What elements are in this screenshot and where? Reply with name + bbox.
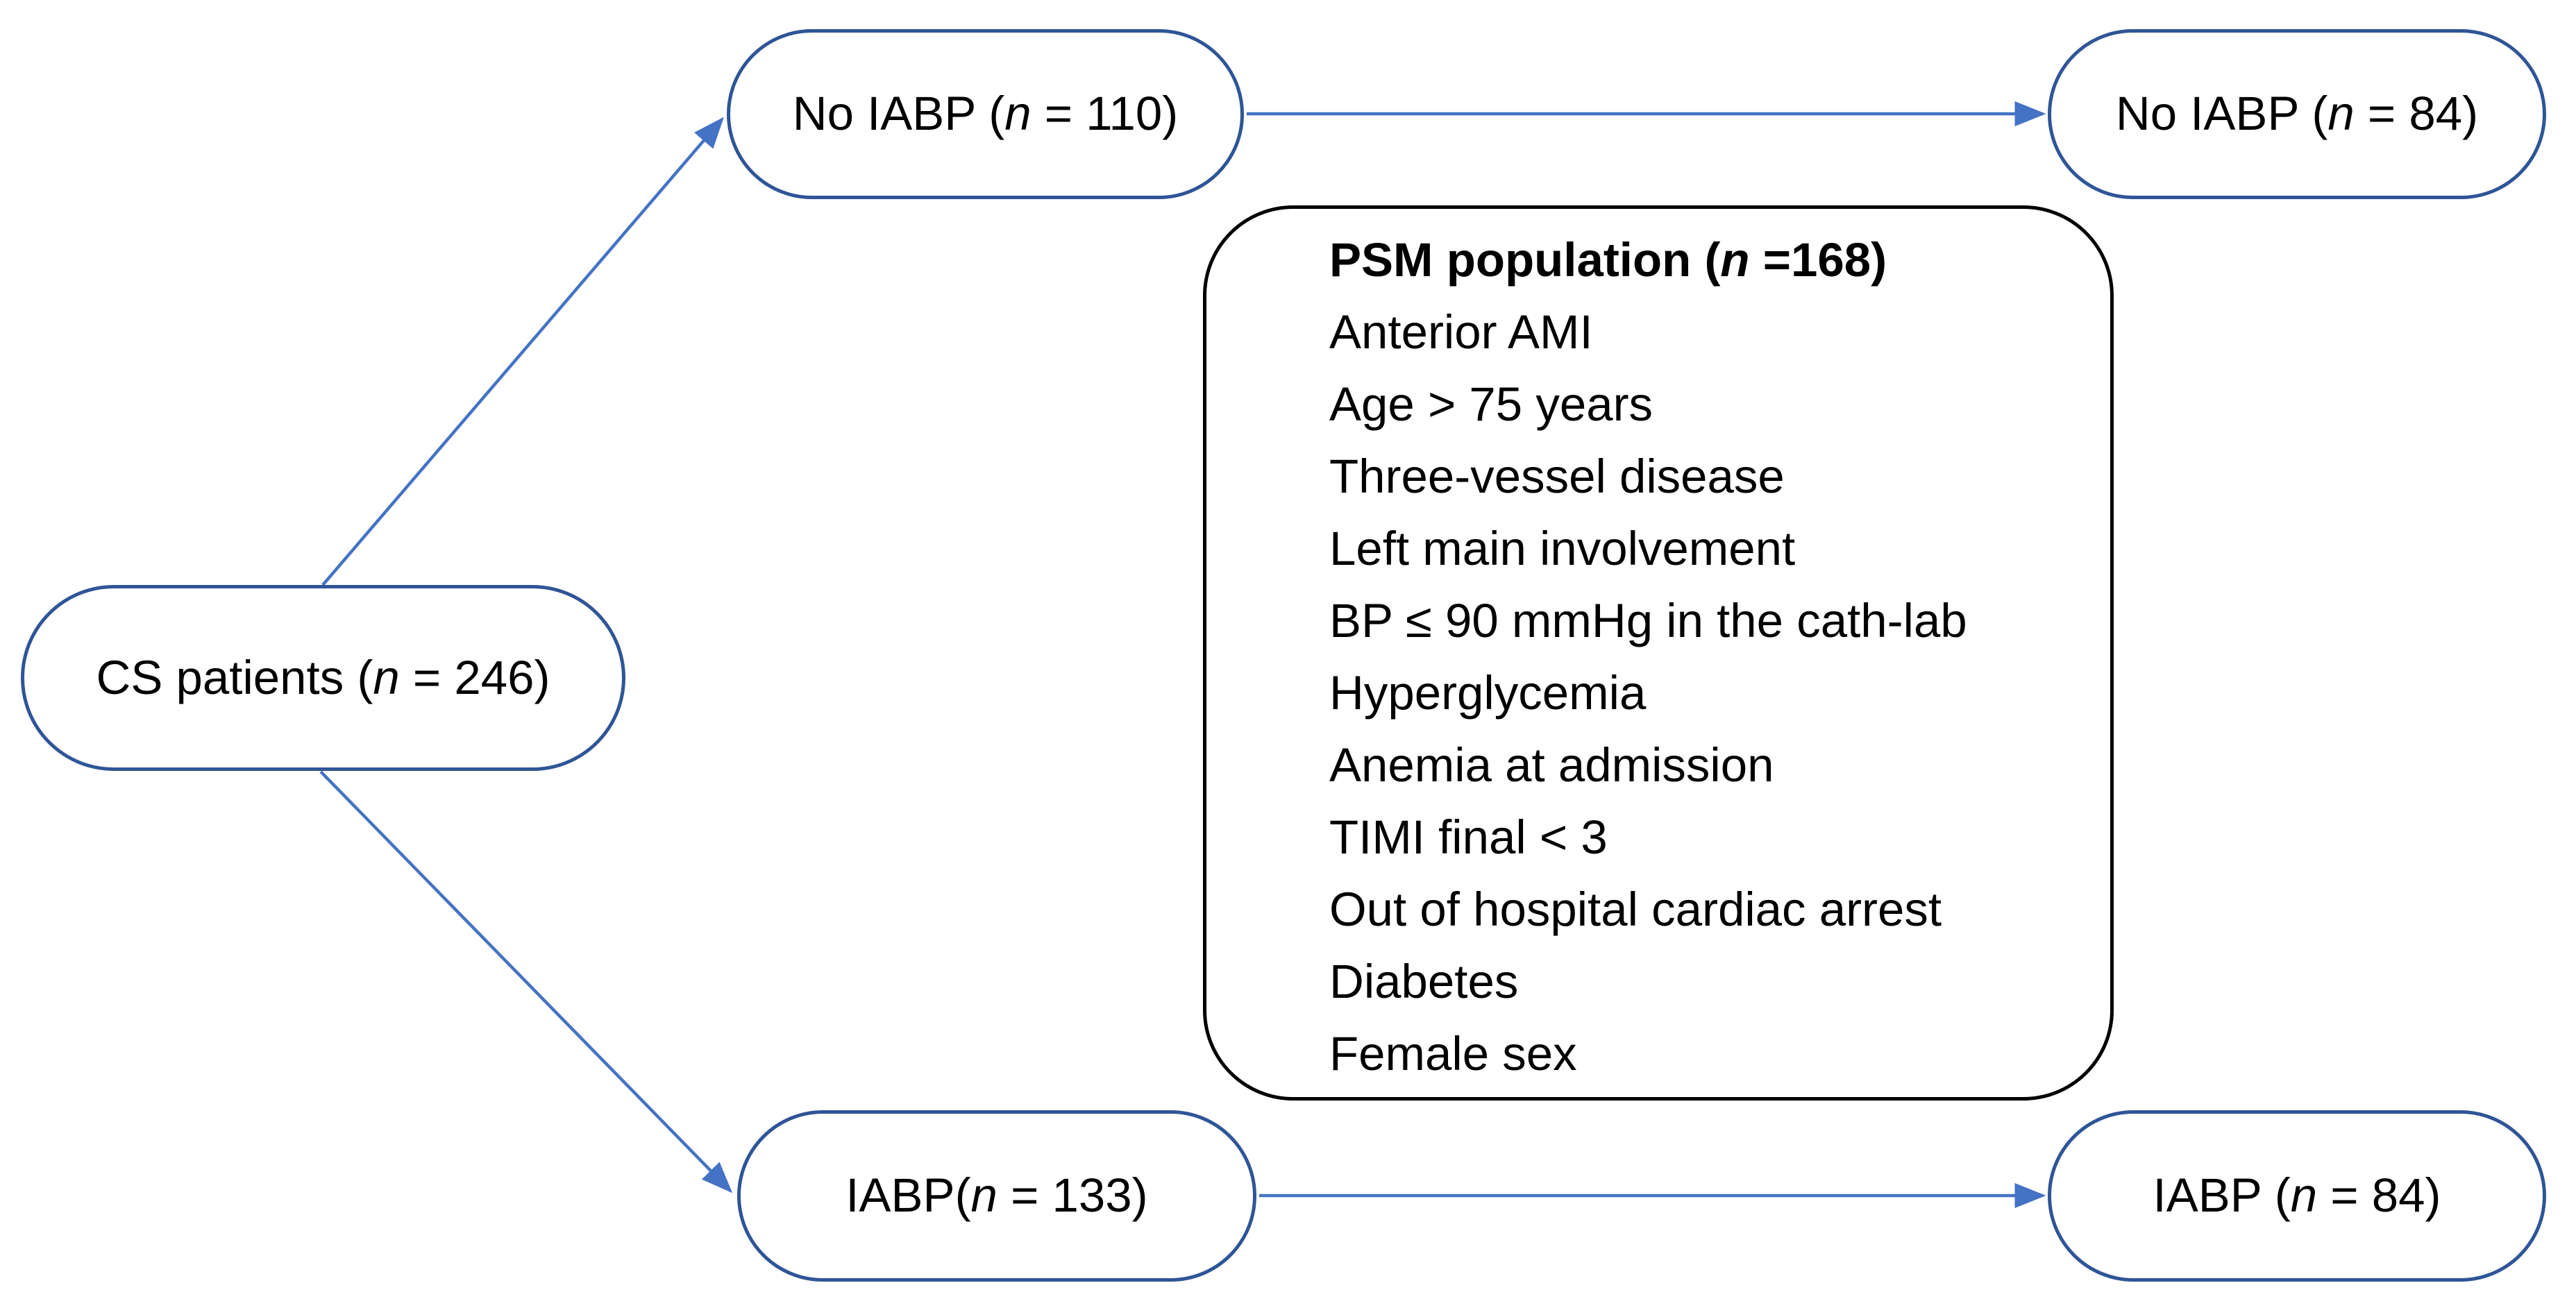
psm-criteria-item: Hyperglycemia <box>1329 666 1647 720</box>
psm-criteria-item: Anterior AMI <box>1329 305 1593 359</box>
psm-criteria-item: Diabetes <box>1329 955 1519 1008</box>
psm-criteria-item: TIMI final < 3 <box>1329 810 1608 864</box>
psm-criteria-item: Female sex <box>1329 1027 1577 1080</box>
node-no-iabp-matched-label: No IABP (n = 84) <box>2115 87 2479 141</box>
psm-criteria-item: Anemia at admission <box>1329 738 1774 792</box>
node-iabp-matched-label: IABP (n = 84) <box>2153 1169 2441 1223</box>
psm-criteria-list: Anterior AMI Age > 75 years Three-vessel d… <box>1329 296 2089 1090</box>
psm-criteria-item: Left main involvement <box>1329 522 1796 575</box>
psm-criteria-box: PSM population (n =168) Anterior AMI Age … <box>1203 205 2114 1101</box>
node-iabp-initial-label: IABP(n = 133) <box>845 1169 1148 1223</box>
node-iabp-matched: IABP (n = 84) <box>2048 1110 2546 1282</box>
psm-criteria-item: Three-vessel disease <box>1329 450 1785 503</box>
psm-criteria-item: Age > 75 years <box>1329 377 1653 431</box>
node-cs-patients-label: CS patients (n = 246) <box>96 650 550 704</box>
node-iabp-initial: IABP(n = 133) <box>737 1110 1256 1282</box>
node-cs-patients: CS patients (n = 246) <box>21 585 625 771</box>
psm-criteria-item: BP ≤ 90 mmHg in the cath-lab <box>1329 594 1967 647</box>
arrow-cs-to-iabp <box>319 770 733 1194</box>
node-no-iabp-initial-label: No IABP (n = 110) <box>792 87 1179 141</box>
arrow-cs-to-no-iabp <box>321 117 724 586</box>
node-no-iabp-matched: No IABP (n = 84) <box>2048 29 2546 199</box>
psm-title: PSM population (n =168) <box>1329 233 1887 287</box>
psm-criteria-item: Out of hospital cardiac arrest <box>1329 883 1942 936</box>
node-no-iabp-initial: No IABP (n = 110) <box>727 29 1244 199</box>
